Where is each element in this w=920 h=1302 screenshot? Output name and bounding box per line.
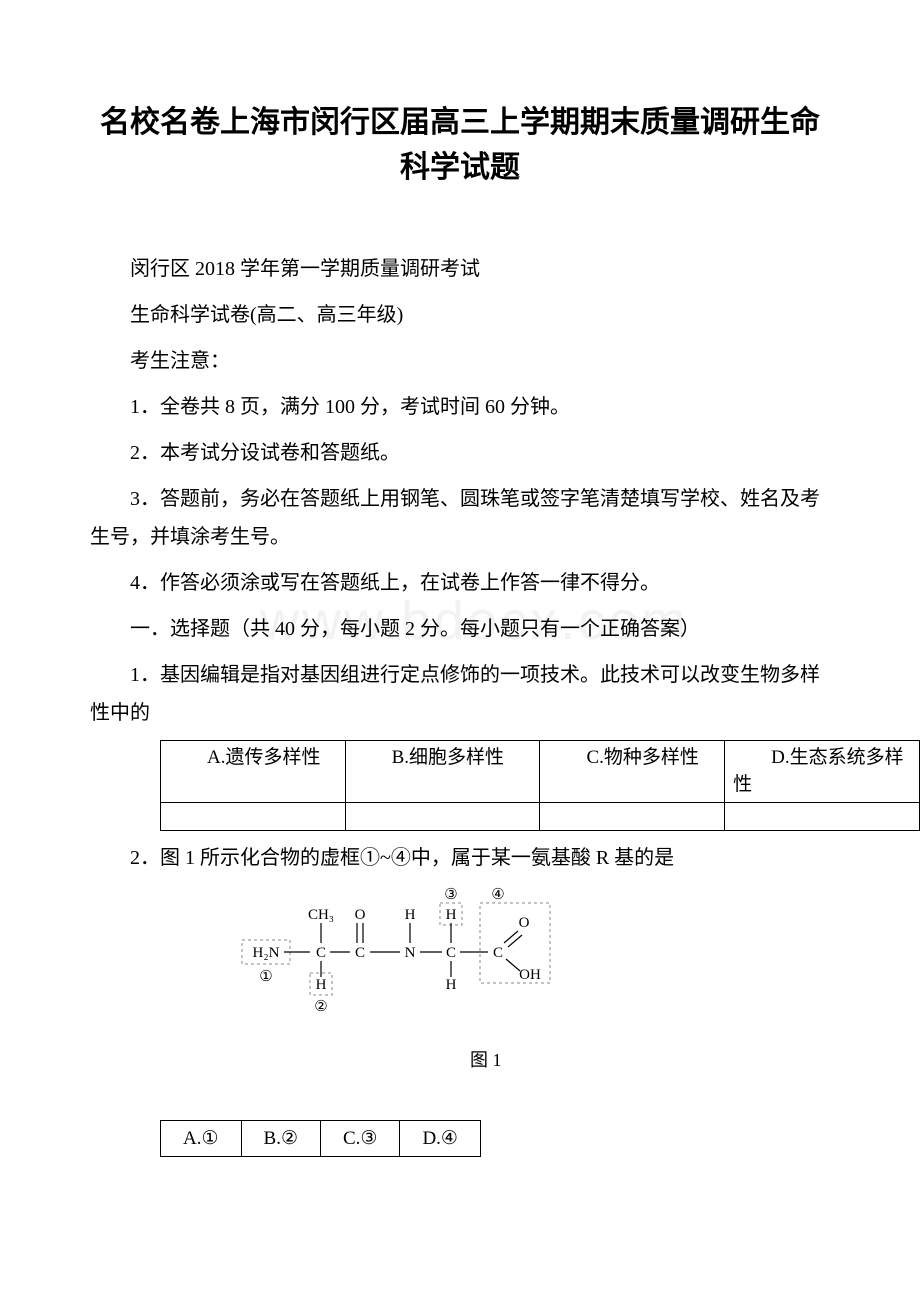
option-c: C.物种多样性 — [540, 741, 725, 803]
atom-c: C — [316, 945, 326, 961]
line-1: 闵行区 2018 学年第一学期质量调研考试 — [90, 250, 830, 288]
atom-h: H — [446, 977, 457, 993]
table-row: A.遗传多样性 B.细胞多样性 C.物种多样性 D.生态系统多样性 — [161, 741, 920, 803]
atom-oh: OH — [519, 967, 541, 983]
question-2: 2．图 1 所示化合物的虚框①~④中，属于某一氨基酸 R 基的是 — [90, 839, 830, 877]
table-cell — [725, 803, 920, 831]
line-7: 4．作答必须涂或写在答题纸上，在试卷上作答一律不得分。 — [90, 564, 830, 602]
label-2: ② — [314, 999, 327, 1015]
option-a: A.① — [161, 1121, 242, 1157]
atom-c: C — [493, 945, 503, 961]
atom-h2n: H₂N — [253, 945, 280, 961]
atom-n: N — [405, 945, 416, 961]
table-cell — [161, 803, 346, 831]
options-table-1: A.遗传多样性 B.细胞多样性 C.物种多样性 D.生态系统多样性 — [160, 740, 920, 831]
line-3: 考生注意： — [90, 342, 830, 380]
atom-c: C — [446, 945, 456, 961]
bond — [508, 935, 522, 947]
bond — [504, 931, 518, 943]
table-cell — [540, 803, 725, 831]
option-b: B.② — [241, 1121, 320, 1157]
figure-caption: 图 1 — [470, 1046, 830, 1072]
atom-h: H — [446, 907, 457, 923]
atom-c: C — [355, 945, 365, 961]
atom-ch3: CH₃ — [308, 907, 334, 923]
page-title: 名校名卷上海市闵行区届高三上学期期末质量调研生命科学试题 — [90, 100, 830, 190]
line-5: 2．本考试分设试卷和答题纸。 — [90, 434, 830, 472]
label-1: ① — [259, 969, 272, 985]
option-b: B.细胞多样性 — [345, 741, 540, 803]
option-d: D.生态系统多样性 — [725, 741, 920, 803]
atom-o: O — [519, 915, 530, 931]
line-4: 1．全卷共 8 页，满分 100 分，考试时间 60 分钟。 — [90, 388, 830, 426]
atom-h: H — [316, 977, 327, 993]
line-2: 生命科学试卷(高二、高三年级) — [90, 296, 830, 334]
table-row: A.① B.② C.③ D.④ — [161, 1121, 481, 1157]
table-cell — [345, 803, 540, 831]
figure-1: ① ② ③ ④ CH₃ O H H O H₂N C C N C C H H OH — [240, 887, 830, 1072]
atom-h: H — [405, 907, 416, 923]
question-1: 1．基因编辑是指对基因组进行定点修饰的一项技术。此技术可以改变生物多样性中的 — [90, 656, 830, 732]
options-table-2: A.① B.② C.③ D.④ — [160, 1120, 481, 1157]
label-3: ③ — [444, 887, 457, 903]
option-a: A.遗传多样性 — [161, 741, 346, 803]
bond — [506, 959, 520, 971]
option-d: D.④ — [400, 1121, 481, 1157]
label-4: ④ — [491, 887, 504, 903]
line-8: 一．选择题（共 40 分，每小题 2 分。每小题只有一个正确答案） — [90, 610, 830, 648]
document-content: 名校名卷上海市闵行区届高三上学期期末质量调研生命科学试题 闵行区 2018 学年… — [90, 100, 830, 1157]
option-c: C.③ — [320, 1121, 399, 1157]
line-6: 3．答题前，务必在答题纸上用钢笔、圆珠笔或签字笔清楚填写学校、姓名及考生号，并填… — [90, 480, 830, 556]
atom-o: O — [355, 907, 366, 923]
molecule-diagram: ① ② ③ ④ CH₃ O H H O H₂N C C N C C H H OH — [240, 887, 580, 1037]
table-row — [161, 803, 920, 831]
